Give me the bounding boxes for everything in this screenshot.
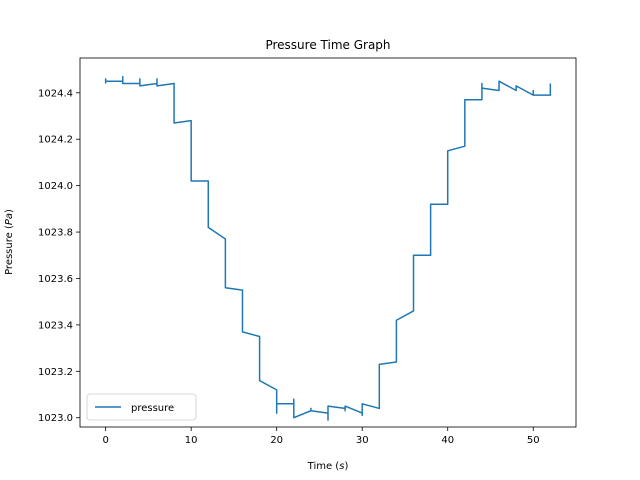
- series-line-pressure: [104, 75, 552, 421]
- legend: pressure: [86, 393, 197, 421]
- y-axis-label: Pressure (Pa): [4, 209, 15, 275]
- y-tick-label: 1023.2: [38, 367, 73, 378]
- x-axis-label: Time (s): [307, 461, 349, 472]
- x-axis-ticks: 0 10 20 30 40 50: [102, 427, 540, 446]
- y-tick-label: 1024.4: [38, 88, 73, 99]
- y-tick-label: 1024.0: [38, 181, 73, 192]
- y-tick-label: 1024.2: [38, 135, 73, 146]
- plot-area: [104, 75, 552, 421]
- x-tick-label: 20: [270, 435, 283, 446]
- x-tick-label: 10: [185, 435, 198, 446]
- legend-box: [86, 393, 197, 421]
- x-tick-label: 30: [356, 435, 369, 446]
- x-tick-label: 50: [527, 435, 540, 446]
- y-tick-label: 1023.6: [38, 274, 73, 285]
- x-tick-label: 0: [102, 435, 108, 446]
- legend-label-pressure: pressure: [131, 403, 174, 414]
- x-tick-label: 40: [441, 435, 454, 446]
- axes-frame: [79, 57, 577, 428]
- y-axis-ticks: 1023.0 1023.2 1023.4 1023.6 1023.8 1024.0 1024…: [38, 88, 80, 424]
- y-tick-label: 1023.4: [38, 320, 73, 331]
- chart-title: Pressure Time Graph: [265, 38, 390, 52]
- y-tick-label: 1023.8: [38, 228, 73, 239]
- y-tick-label: 1023.0: [38, 413, 73, 424]
